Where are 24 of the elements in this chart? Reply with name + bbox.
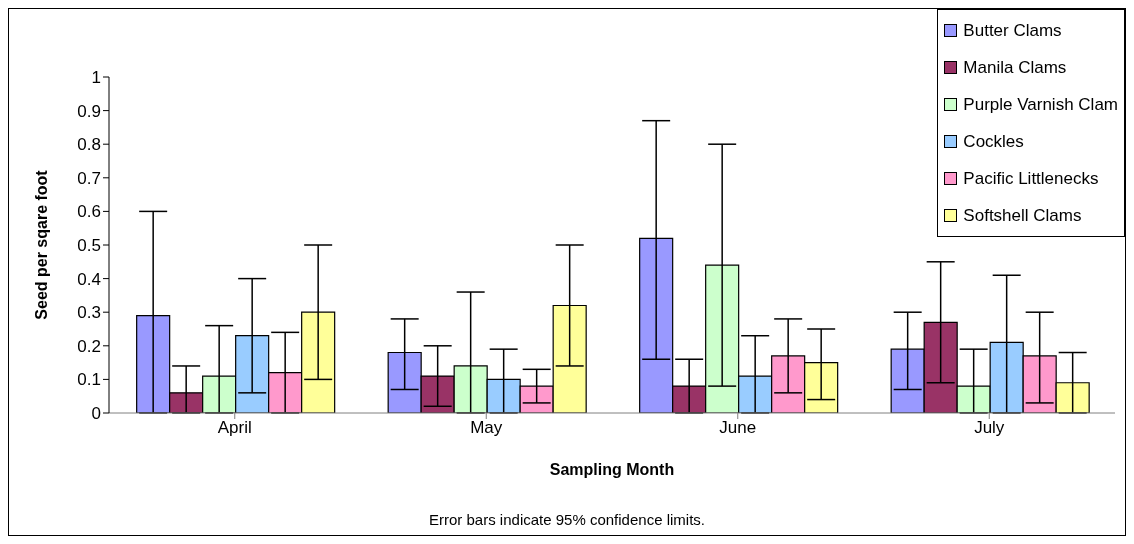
y-tick-label: 0.2 (77, 336, 101, 356)
y-tick-label: 0.8 (77, 135, 101, 155)
y-tick-label: 0.1 (77, 370, 101, 390)
y-axis-title: Seed per sqare foot (32, 169, 50, 320)
y-tick-label: 0.3 (77, 303, 101, 323)
y-tick-label: 0.4 (77, 269, 101, 289)
y-tick-label: 0.5 (77, 236, 101, 256)
legend-label: Manila Clams (963, 57, 1067, 79)
y-tick-label: 0.6 (77, 202, 101, 222)
x-tick-label: April (217, 418, 252, 438)
x-tick-label: July (974, 418, 1005, 438)
legend-label: Pacific Littlenecks (963, 168, 1099, 190)
y-tick-label: 0 (91, 404, 101, 424)
y-tick-label: 0.7 (77, 168, 101, 188)
y-tick-label: 0.9 (77, 101, 101, 121)
x-axis-title: Sampling Month (549, 461, 675, 478)
legend-label: Cockles (963, 131, 1024, 153)
legend-label: Softshell Clams (963, 205, 1082, 227)
legend-label: Purple Varnish Clam (963, 94, 1118, 116)
legend-label: Butter Clams (963, 20, 1062, 42)
x-tick-label: June (719, 418, 757, 438)
x-tick-label: May (470, 418, 503, 438)
text: Error bars indicate 95% confidence limits. (428, 511, 706, 528)
y-tick-label: 1 (91, 68, 101, 88)
